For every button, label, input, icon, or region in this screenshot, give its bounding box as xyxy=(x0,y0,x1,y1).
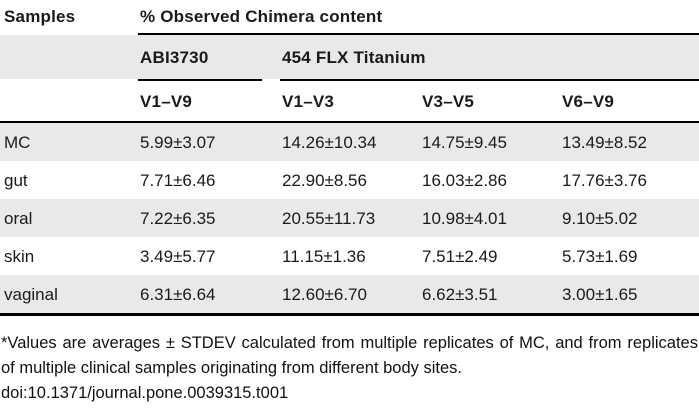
rule-under-groups-row xyxy=(0,79,699,81)
rule-under-title xyxy=(138,33,699,35)
chimera-content-table: Samples % Observed Chimera content ABI37… xyxy=(0,0,699,316)
rule-under-454-flx-titanium xyxy=(280,79,699,81)
samples-column-header: Samples xyxy=(4,7,76,26)
value-cell: 5.73±1.69 xyxy=(562,246,638,266)
row-label: MC xyxy=(4,132,31,152)
value-cell: 3.49±5.77 xyxy=(140,246,216,266)
rule-table-bottom xyxy=(0,313,699,316)
value-cell: 10.98±4.01 xyxy=(422,208,507,228)
column-header-v1-v3: V1–V3 xyxy=(282,91,335,111)
value-cell: 7.22±6.35 xyxy=(140,208,216,228)
value-cell: 13.49±8.52 xyxy=(562,132,647,152)
value-cell: 3.00±1.65 xyxy=(562,284,638,304)
row-label: skin xyxy=(4,246,35,266)
table-title: % Observed Chimera content xyxy=(140,7,383,26)
value-cell: 6.62±3.51 xyxy=(422,284,498,304)
rule-under-abi3730 xyxy=(138,79,262,81)
value-cell: 5.99±3.07 xyxy=(140,132,216,152)
rule-under-title-row xyxy=(0,33,699,35)
group-header-454-flx-titanium: 454 FLX Titanium xyxy=(282,47,426,67)
table-row-skin: skin 3.49±5.77 11.15±1.36 7.51±2.49 5.73… xyxy=(0,237,699,275)
table-header-row-columns: V1–V9 V1–V3 V3–V5 V6–V9 xyxy=(0,81,699,121)
column-header-v1-v9: V1–V9 xyxy=(140,91,193,111)
value-cell: 6.31±6.64 xyxy=(140,284,216,304)
value-cell: 14.26±10.34 xyxy=(282,132,377,152)
value-cell: 9.10±5.02 xyxy=(562,208,638,228)
row-label: vaginal xyxy=(4,284,58,304)
column-header-v6-v9: V6–V9 xyxy=(562,91,615,111)
doi-line: doi:10.1371/journal.pone.0039315.t001 xyxy=(1,384,289,402)
table-header-row-groups: ABI3730 454 FLX Titanium xyxy=(0,35,699,79)
value-cell: 17.76±3.76 xyxy=(562,170,647,190)
table-row-mc: MC 5.99±3.07 14.26±10.34 14.75±9.45 13.4… xyxy=(0,123,699,161)
value-cell: 16.03±2.86 xyxy=(422,170,507,190)
row-label: oral xyxy=(4,208,33,228)
table-footnote: *Values are averages ± STDEV calculated … xyxy=(1,334,698,377)
value-cell: 20.55±11.73 xyxy=(282,208,376,228)
table-row-gut: gut 7.71±6.46 22.90±8.56 16.03±2.86 17.7… xyxy=(0,161,699,199)
table-row-oral: oral 7.22±6.35 20.55±11.73 10.98±4.01 9.… xyxy=(0,199,699,237)
table-row-vaginal: vaginal 6.31±6.64 12.60±6.70 6.62±3.51 3… xyxy=(0,275,699,313)
group-header-abi3730: ABI3730 xyxy=(140,47,209,67)
table-header-row-top: Samples % Observed Chimera content xyxy=(0,0,699,33)
value-cell: 7.71±6.46 xyxy=(140,170,216,190)
row-label: gut xyxy=(4,170,28,190)
value-cell: 14.75±9.45 xyxy=(422,132,507,152)
value-cell: 11.15±1.36 xyxy=(282,246,366,266)
value-cell: 7.51±2.49 xyxy=(422,246,498,266)
rule-above-body xyxy=(0,121,699,123)
column-header-v3-v5: V3–V5 xyxy=(422,91,475,111)
value-cell: 22.90±8.56 xyxy=(282,170,367,190)
value-cell: 12.60±6.70 xyxy=(282,284,367,304)
